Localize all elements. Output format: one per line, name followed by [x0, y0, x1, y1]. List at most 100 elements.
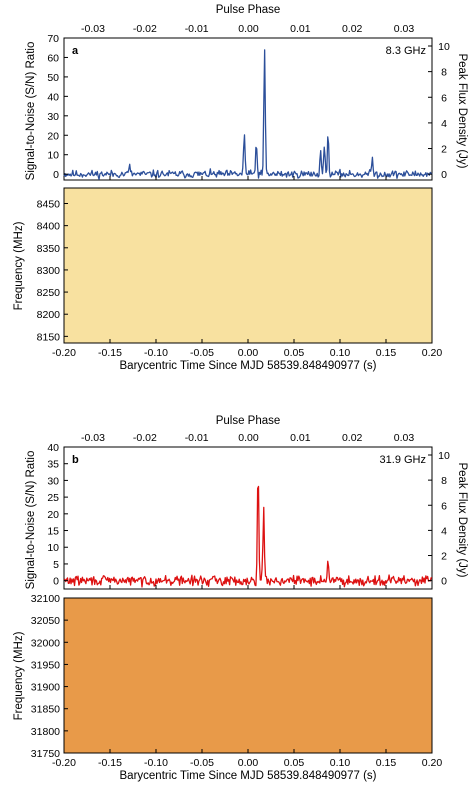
- panel-b-top-ticks: -0.03 -0.02 -0.01 0.00 0.01 0.02 0.03: [81, 432, 414, 451]
- top-tick-label: 0.01: [290, 23, 311, 35]
- x-tick-label: 0.10: [330, 757, 351, 769]
- y-tick-label: 40: [47, 91, 59, 103]
- top-tick-label: 0.01: [290, 432, 311, 444]
- panel-b-ylabel: Signal-to-Noise (S/N) Ratio: [25, 451, 37, 590]
- y-tick-label: 30: [47, 111, 59, 123]
- right-y-tick-label: 10: [438, 41, 450, 53]
- x-tick-label: 0.10: [330, 347, 351, 359]
- panel-a-label: a: [72, 45, 79, 57]
- x-tick-label: 0.20: [422, 347, 443, 359]
- x-tick-label: -0.10: [144, 757, 168, 769]
- spectrogram-y-tick-label: 8150: [37, 331, 61, 343]
- spectrogram-y-tick-label: 31850: [31, 704, 60, 716]
- panel-a-timeseries: [63, 37, 433, 181]
- panel-b-spectrogram-ticks: 31750 31800 31850 31900 31950 32000 32050 32100: [31, 593, 68, 760]
- panel-a-right-ticks: 0 2 4 6 8 10: [428, 41, 450, 181]
- x-tick-label: -0.15: [98, 347, 122, 359]
- right-y-tick-label: 4: [441, 525, 447, 537]
- panel-b-spectrogram: [64, 598, 432, 753]
- top-tick-label: -0.03: [81, 432, 105, 444]
- right-y-tick-label: 6: [441, 92, 447, 104]
- top-tick-label: 0.03: [394, 432, 415, 444]
- spectrogram-y-tick-label: 8200: [37, 309, 61, 321]
- spectrogram-y-tick-label: 31900: [31, 682, 60, 694]
- right-y-tick-label: 6: [441, 500, 447, 512]
- panel-b-xlabel: Barycentric Time Since MJD 58539.8484909…: [120, 770, 377, 782]
- y-tick-label: 40: [47, 442, 59, 454]
- panel-b-timeseries: [63, 446, 433, 590]
- right-y-tick-label: 2: [441, 144, 447, 156]
- spectrogram-y-tick-label: 8400: [37, 221, 61, 233]
- panel-a-series-line: [63, 49, 433, 180]
- spectrogram-y-tick-label: 31950: [31, 659, 60, 671]
- y-tick-label: 20: [47, 509, 59, 521]
- right-y-tick-label: 10: [438, 450, 450, 462]
- y-tick-label: 0: [53, 576, 59, 588]
- right-y-tick-label: 2: [441, 551, 447, 563]
- y-tick-label: 15: [47, 526, 59, 538]
- top-tick-label: -0.01: [185, 432, 209, 444]
- top-tick-label: 0.03: [394, 23, 415, 35]
- x-tick-label: -0.20: [52, 757, 76, 769]
- panel-a-left-ticks: 0 10 20 30 40 50 60 70: [47, 33, 68, 181]
- y-tick-label: 25: [47, 492, 59, 504]
- panel-a-spectrogram: [64, 188, 432, 343]
- x-tick-label: 0.05: [284, 757, 305, 769]
- y-tick-label: 10: [47, 542, 59, 554]
- y-tick-label: 5: [53, 559, 59, 571]
- x-tick-label: 0.00: [238, 347, 259, 359]
- panel-a-spectrogram-ylabel: Frequency (MHz): [13, 221, 25, 310]
- top-tick-label: 0.02: [342, 23, 363, 35]
- x-tick-label: -0.05: [190, 347, 214, 359]
- top-tick-label: -0.02: [133, 23, 157, 35]
- top-tick-label: 0.00: [238, 432, 259, 444]
- y-tick-label: 50: [47, 72, 59, 84]
- spectrogram-y-tick-label: 8450: [37, 199, 61, 211]
- y-tick-label: 70: [47, 33, 59, 45]
- spectrogram-y-tick-label: 32050: [31, 615, 60, 627]
- panel-b-bottom-ticks: -0.20 -0.15 -0.10 -0.05 0.00 0.05 0.10 0.15 0.20: [52, 585, 442, 769]
- x-tick-label: -0.20: [52, 347, 76, 359]
- y-tick-label: 10: [47, 150, 59, 162]
- top-tick-label: -0.01: [185, 23, 209, 35]
- panel-b-spectrogram-ylabel: Frequency (MHz): [13, 631, 25, 720]
- x-tick-label: -0.05: [190, 757, 214, 769]
- panel-a-xlabel: Barycentric Time Since MJD 58539.8484909…: [120, 360, 377, 372]
- panel-b-series-line: [63, 485, 433, 588]
- spectrogram-y-tick-label: 31800: [31, 726, 60, 738]
- top-tick-label: 0.02: [342, 432, 363, 444]
- panel-a-spectrogram-ticks: 8150 8200 8250 8300 8350 8400 8450: [37, 199, 68, 343]
- top-tick-label: 0.00: [238, 23, 259, 35]
- panel-b-label: b: [72, 454, 79, 466]
- right-y-tick-label: 8: [441, 67, 447, 79]
- spectrogram-y-tick-label: 31750: [31, 748, 60, 760]
- panel-a: Pulse Phase -0.03 -0.02 -0.01 0.00 0.01 0.02 0…: [13, 4, 468, 372]
- panel-a-bottom-ticks: -0.20 -0.15 -0.10 -0.05 0.00 0.05 0.10 0.15 0.20: [52, 176, 442, 359]
- panel-b-top-xlabel: Pulse Phase: [216, 415, 281, 427]
- x-tick-label: -0.10: [144, 347, 168, 359]
- panel-a-ylabel: Signal-to-Noise (S/N) Ratio: [25, 42, 37, 181]
- spectrogram-background: [64, 598, 432, 753]
- spectrogram-y-tick-label: 8350: [37, 243, 61, 255]
- top-tick-label: -0.02: [133, 432, 157, 444]
- panel-b: Pulse Phase -0.03 -0.02 -0.01 0.00 0.01 0.02 0…: [13, 415, 468, 782]
- panel-b-right-ticks: 0 2 4 6 8 10: [428, 450, 450, 588]
- y-tick-label: 35: [47, 459, 59, 471]
- x-tick-label: 0.00: [238, 757, 259, 769]
- panel-b-timeseries-frame: [63, 446, 433, 590]
- panel-a-top-xlabel: Pulse Phase: [216, 4, 281, 16]
- panel-b-right-ylabel: Peak Flux Density (Jy): [456, 462, 468, 577]
- x-tick-label: 0.05: [284, 347, 305, 359]
- x-tick-label: -0.15: [98, 757, 122, 769]
- top-tick-label: -0.03: [81, 23, 105, 35]
- spectrogram-y-tick-label: 32000: [31, 637, 60, 649]
- right-y-tick-label: 0: [441, 169, 447, 181]
- panel-a-right-ylabel: Peak Flux Density (Jy): [456, 53, 468, 168]
- spectrogram-y-tick-label: 8250: [37, 287, 61, 299]
- panel-a-timeseries-frame: [63, 37, 433, 181]
- spectrogram-background: [64, 188, 432, 343]
- spectrogram-y-tick-label: 32100: [31, 593, 60, 605]
- spectrogram-y-tick-label: 8300: [37, 265, 61, 277]
- panel-b-left-ticks: 0 5 10 15 20 25 30 35 40: [47, 442, 68, 588]
- x-tick-label: 0.20: [422, 757, 443, 769]
